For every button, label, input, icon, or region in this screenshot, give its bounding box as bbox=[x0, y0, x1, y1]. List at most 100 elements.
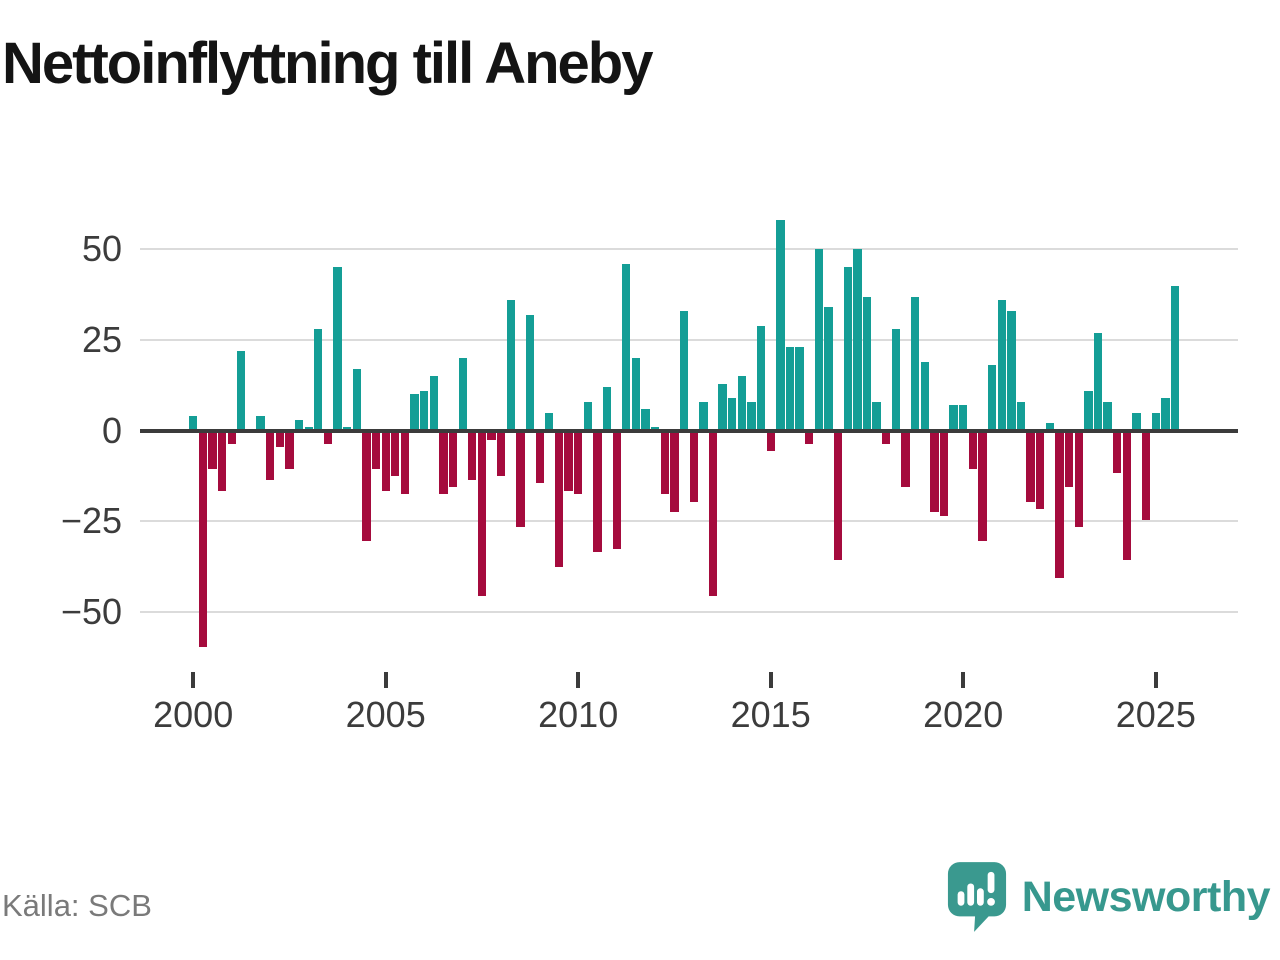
source-note: Källa: SCB bbox=[2, 888, 152, 923]
newsworthy-logo: Newsworthy bbox=[946, 860, 1271, 934]
bar-2020-Q4 bbox=[987, 365, 997, 431]
bar-2010-Q3 bbox=[593, 432, 602, 553]
bar-2008-Q2 bbox=[506, 300, 515, 431]
bar-2015-Q3 bbox=[785, 347, 795, 431]
y-axis-tick-label: 0 bbox=[101, 409, 122, 451]
y-axis-tick-label: 50 bbox=[81, 228, 122, 270]
bar-2012-Q3 bbox=[670, 432, 679, 513]
bar-2016-Q1 bbox=[805, 432, 814, 444]
bar-2015-Q2 bbox=[776, 220, 785, 431]
bar-2002-Q1 bbox=[266, 432, 275, 480]
bar-2015-Q1 bbox=[766, 432, 775, 451]
newsworthy-wordmark: Newsworthy bbox=[1021, 872, 1271, 921]
bar-2007-Q1 bbox=[458, 358, 467, 431]
bar-2002-Q3 bbox=[285, 432, 294, 469]
x-axis-tick-label: 2020 bbox=[923, 694, 1004, 735]
bar-2019-Q2 bbox=[930, 432, 939, 513]
bar-2025-Q1 bbox=[1151, 412, 1160, 431]
bar-2003-Q4 bbox=[333, 267, 342, 431]
bar-2016-Q2 bbox=[814, 249, 824, 431]
bar-2011-Q3 bbox=[631, 358, 641, 431]
bar-2006-Q2 bbox=[429, 376, 438, 431]
bar-2009-Q3 bbox=[554, 432, 564, 567]
bar-2009-Q2 bbox=[545, 412, 554, 431]
bar-2017-Q1 bbox=[843, 267, 852, 431]
bar-2008-Q1 bbox=[497, 432, 506, 477]
bar-2020-Q1 bbox=[959, 405, 968, 431]
y-axis-tick-label: −25 bbox=[60, 500, 122, 542]
x-axis-tick-label: 2000 bbox=[153, 694, 234, 735]
bar-2018-Q1 bbox=[882, 432, 891, 444]
bar-2024-Q4 bbox=[1141, 432, 1151, 520]
y-axis-tick-label: −50 bbox=[60, 591, 122, 633]
bar-2021-Q2 bbox=[1007, 311, 1016, 431]
gridline-y--50 bbox=[140, 611, 1238, 614]
gridline-y--25 bbox=[140, 520, 1238, 523]
bar-2013-Q1 bbox=[689, 432, 698, 502]
gridline-y-50 bbox=[140, 248, 1238, 251]
bar-2005-Q3 bbox=[400, 432, 410, 495]
bar-2017-Q4 bbox=[872, 401, 881, 431]
bar-2023-Q4 bbox=[1103, 401, 1112, 431]
bar-2022-Q2 bbox=[1045, 423, 1055, 431]
bar-chart-speech-bubble-icon bbox=[947, 862, 1006, 932]
bar-2013-Q3 bbox=[708, 432, 718, 596]
bar-2014-Q4 bbox=[756, 325, 766, 431]
bar-2025-Q2 bbox=[1161, 398, 1170, 431]
bar-2024-Q3 bbox=[1132, 412, 1141, 431]
x-axis-tick-2020 bbox=[961, 672, 966, 688]
bar-2017-Q3 bbox=[862, 296, 872, 431]
bar-2000-Q4 bbox=[217, 432, 227, 491]
x-axis-zero-line bbox=[140, 428, 1238, 433]
bar-2011-Q2 bbox=[622, 263, 631, 431]
bar-2001-Q1 bbox=[227, 432, 236, 444]
bar-2016-Q4 bbox=[833, 432, 843, 560]
bar-2024-Q1 bbox=[1113, 432, 1122, 473]
bar-2010-Q4 bbox=[602, 387, 612, 431]
bar-2004-Q4 bbox=[371, 432, 381, 469]
bar-2006-Q1 bbox=[420, 390, 429, 431]
bar-2017-Q2 bbox=[853, 249, 862, 431]
x-axis-tick-2000 bbox=[191, 672, 196, 688]
bar-2014-Q2 bbox=[737, 376, 747, 431]
y-axis-tick-label: 25 bbox=[81, 319, 122, 360]
x-axis-tick-2015 bbox=[768, 672, 773, 688]
bar-2018-Q2 bbox=[891, 329, 901, 431]
bar-2006-Q4 bbox=[448, 432, 458, 488]
bar-2025-Q3 bbox=[1170, 285, 1180, 431]
gridline-y-25 bbox=[140, 339, 1238, 341]
x-axis-tick-2005 bbox=[383, 672, 388, 688]
bar-2023-Q2 bbox=[1084, 390, 1093, 431]
bar-2014-Q1 bbox=[728, 398, 737, 431]
bar-2019-Q3 bbox=[939, 432, 949, 517]
bar-2021-Q3 bbox=[1016, 401, 1026, 431]
bar-2000-Q2 bbox=[198, 432, 207, 647]
bar-2002-Q4 bbox=[294, 419, 304, 431]
bar-2009-Q1 bbox=[535, 432, 544, 484]
bar-2011-Q4 bbox=[641, 408, 650, 431]
bar-2014-Q3 bbox=[747, 401, 756, 431]
bar-2000-Q3 bbox=[208, 432, 217, 469]
bar-2022-Q3 bbox=[1055, 432, 1064, 578]
x-axis-tick-label: 2010 bbox=[538, 694, 619, 735]
bar-2019-Q4 bbox=[949, 405, 958, 431]
bar-2020-Q2 bbox=[968, 432, 978, 469]
bar-2012-Q4 bbox=[679, 311, 689, 431]
bar-2020-Q3 bbox=[978, 432, 987, 542]
bar-2008-Q4 bbox=[525, 314, 535, 431]
bar-2005-Q1 bbox=[381, 432, 390, 491]
bar-2022-Q1 bbox=[1036, 432, 1045, 509]
x-axis-tick-label: 2015 bbox=[730, 694, 811, 735]
bar-2007-Q3 bbox=[477, 432, 487, 596]
bar-2007-Q4 bbox=[487, 432, 496, 440]
bar-2018-Q4 bbox=[910, 296, 920, 431]
bar-2005-Q2 bbox=[391, 432, 400, 477]
x-axis-tick-label: 2005 bbox=[345, 694, 426, 735]
bar-2023-Q3 bbox=[1093, 332, 1103, 431]
bar-2000-Q1 bbox=[189, 416, 198, 431]
bar-2012-Q2 bbox=[660, 432, 669, 495]
bar-2005-Q4 bbox=[410, 394, 419, 431]
bar-2004-Q2 bbox=[352, 369, 361, 431]
bar-2002-Q2 bbox=[275, 432, 284, 448]
